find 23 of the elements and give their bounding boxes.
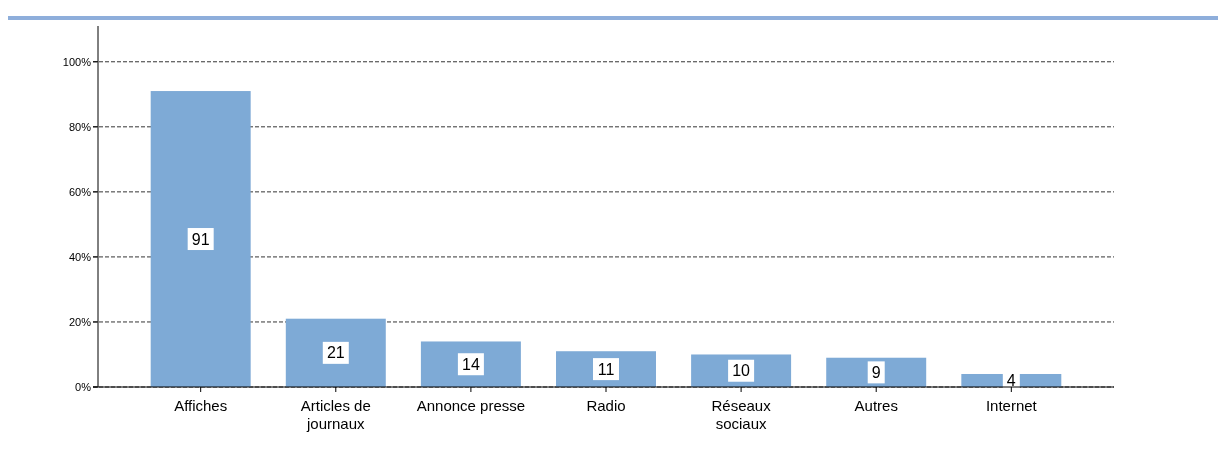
y-tick-label: 60% xyxy=(68,185,92,198)
bar xyxy=(285,318,386,387)
y-tick-label: 20% xyxy=(68,315,92,328)
x-tick-label: Radio xyxy=(586,397,626,414)
x-tick-label: Réseaux sociaux xyxy=(711,397,772,432)
y-tick-label: 80% xyxy=(68,120,92,133)
x-tick-label: Articles de journaux xyxy=(300,397,371,432)
x-tick-label: Affiches xyxy=(174,397,228,414)
data-label: 9 xyxy=(871,363,881,381)
x-tick-label: Internet xyxy=(985,397,1038,414)
bar xyxy=(150,91,251,387)
data-label: 4 xyxy=(1006,372,1016,389)
x-tick-label: Annonce presse xyxy=(416,397,526,414)
data-label: 21 xyxy=(326,344,345,362)
y-tick-label: 100% xyxy=(62,55,92,68)
y-tick-label: 40% xyxy=(68,250,92,263)
data-label: 10 xyxy=(732,362,751,380)
bar xyxy=(420,341,521,387)
x-tick-label: Autres xyxy=(854,397,898,414)
data-label: 11 xyxy=(597,360,615,378)
data-label: 91 xyxy=(191,230,210,248)
y-tick-label: 0% xyxy=(75,381,92,393)
data-label: 14 xyxy=(462,355,480,373)
